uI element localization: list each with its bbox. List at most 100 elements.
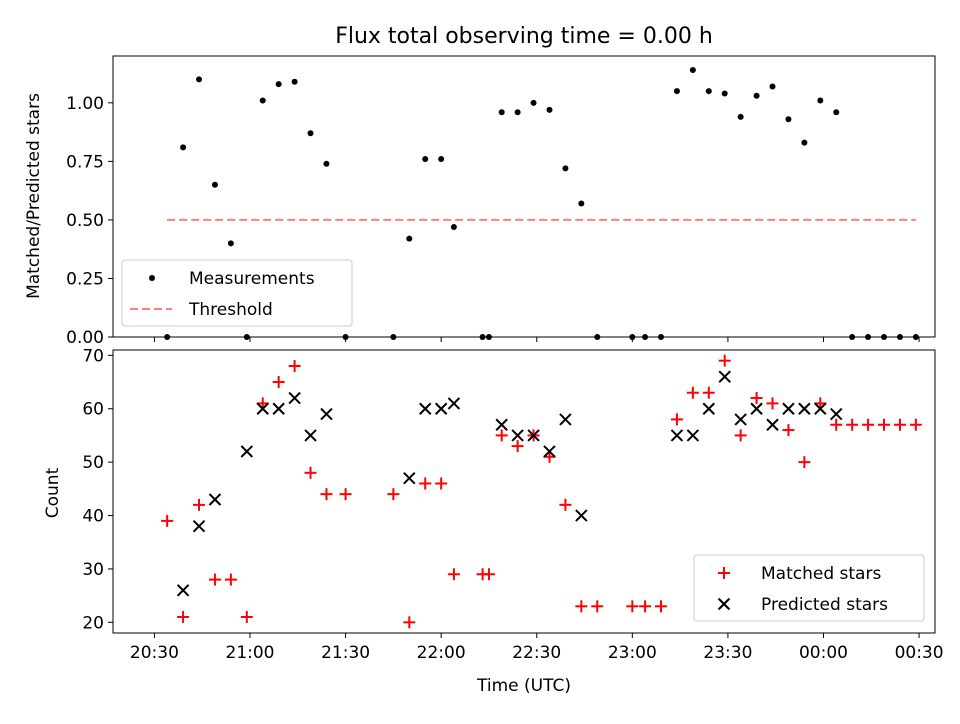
measurement-point <box>498 109 505 116</box>
matched-star-point <box>177 610 190 623</box>
bottom-y-tick-label: 40 <box>82 507 104 527</box>
bottom-x-tick-label: 00:30 <box>895 643 944 663</box>
bottom-legend-box <box>693 554 925 622</box>
measurement-point <box>479 334 486 340</box>
matched-star-point <box>893 418 906 431</box>
matched-star-point <box>782 424 795 437</box>
predicted-star-point <box>543 445 556 458</box>
matched-star-point <box>878 418 891 431</box>
measurement-point <box>514 109 521 116</box>
matched-star-point <box>559 498 572 511</box>
matched-star-point <box>686 386 699 399</box>
measurement-point <box>642 334 649 340</box>
matched-star-point <box>387 488 400 501</box>
matched-star-point <box>702 386 715 399</box>
measurement-point <box>211 181 218 188</box>
measurement-point <box>658 334 664 340</box>
measurement-point <box>737 113 744 120</box>
matched-star-point <box>626 600 639 613</box>
measurement-point <box>485 334 492 340</box>
measurement-point <box>243 334 250 340</box>
legend-label: Predicted stars <box>761 595 888 615</box>
measurement-point <box>422 156 429 163</box>
predicted-star-point <box>403 471 416 485</box>
legend-x-b <box>717 597 731 611</box>
predicted-star-point <box>419 402 432 415</box>
bottom-x-tick-label: 23:00 <box>608 643 657 663</box>
matched-star-point <box>766 397 779 410</box>
bottom-x-tick-label: 20:30 <box>130 643 179 663</box>
predicted-star-point <box>814 402 827 415</box>
top-y-tick-label: 0.00 <box>66 328 104 348</box>
measurement-point <box>291 78 298 85</box>
measurement-point <box>562 165 569 172</box>
predicted-star-point <box>782 402 795 415</box>
measurement-point <box>881 334 888 340</box>
bottom-plot-frame <box>112 349 936 634</box>
predicted-star-point <box>670 429 684 442</box>
predicted-star-point <box>798 402 811 415</box>
matched-star-point <box>272 376 285 389</box>
legend-label: Matched stars <box>761 564 881 584</box>
matched-star-point <box>320 488 333 501</box>
predicted-star-marker-b <box>288 391 301 405</box>
matched-star-point <box>240 610 253 623</box>
bottom-y-tick-label: 60 <box>82 400 104 420</box>
measurement-point <box>196 76 203 83</box>
bottom-x-tick-label: 00:00 <box>799 643 848 663</box>
matched-star-point <box>750 392 763 405</box>
predicted-star-marker-b <box>495 418 508 431</box>
measurement-point <box>673 88 680 95</box>
measurement-point <box>323 160 330 167</box>
predicted-star-marker-b <box>527 429 540 442</box>
bottom-y-tick-label: 70 <box>82 346 104 366</box>
predicted-star-marker-b <box>814 402 827 415</box>
matched-star-point <box>862 418 875 431</box>
matched-star-point <box>798 456 811 469</box>
predicted-star-point <box>766 418 779 431</box>
measurement-point <box>594 334 601 340</box>
bottom-x-tick-label: 22:00 <box>417 643 466 663</box>
predicted-star-marker-b <box>192 520 206 533</box>
measurement-point <box>817 97 824 104</box>
measurement-point <box>546 106 553 113</box>
bottom-x-tick-label: 21:30 <box>321 643 370 663</box>
predicted-star-point <box>750 402 763 415</box>
measurement-point <box>578 200 585 207</box>
measurement-point <box>450 223 457 230</box>
predicted-star-marker-b <box>447 397 461 410</box>
measurement-point <box>259 97 266 104</box>
measurement-point <box>833 109 840 116</box>
predicted-star-point <box>495 418 508 431</box>
matched-star-point <box>208 573 221 586</box>
matched-star-point <box>435 477 448 490</box>
measurement-point <box>530 99 537 106</box>
predicted-star-point <box>288 391 301 405</box>
top-legend-box <box>121 259 353 327</box>
predicted-star-point <box>702 402 715 415</box>
predicted-star-marker-b <box>782 402 795 415</box>
top-chart-title: Flux total observing time = 0.00 h <box>335 24 713 49</box>
top-chart-y-axis-label: Matched/Predicted stars <box>24 93 44 299</box>
top-plot-frame <box>112 55 936 338</box>
matched-star-point <box>575 600 588 613</box>
matched-star-point <box>591 600 604 613</box>
predicted-star-marker-b <box>766 418 779 431</box>
predicted-star-marker-b <box>734 413 747 426</box>
measurement-point <box>769 83 776 90</box>
matched-star-point <box>511 440 524 453</box>
measurement-point <box>406 235 413 242</box>
predicted-star-point <box>304 429 317 442</box>
matched-star-point <box>482 568 495 581</box>
matched-star-point <box>670 413 683 426</box>
predicted-star-marker-b <box>320 407 333 421</box>
bottom-y-tick-label: 50 <box>82 453 104 473</box>
top-y-tick-label: 1.00 <box>66 94 104 114</box>
matched-star-point <box>830 418 843 431</box>
measurement-point <box>227 240 234 247</box>
predicted-star-point <box>192 520 206 533</box>
measurement-point <box>721 90 728 97</box>
measurement-point <box>164 334 171 340</box>
measurement-point <box>307 130 314 137</box>
